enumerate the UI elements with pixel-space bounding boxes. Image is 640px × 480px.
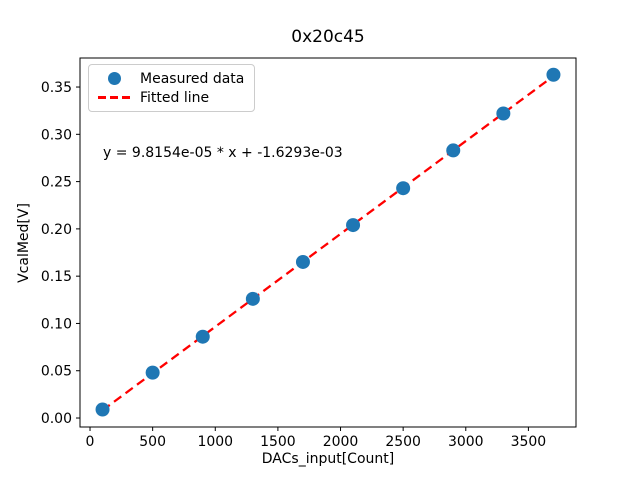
dashed-line-icon [97,96,131,99]
x-tick-label: 1500 [260,434,296,450]
fitted-line [101,75,555,412]
y-tick-label: 0.10 [41,316,72,332]
y-tick-label: 0.30 [41,127,72,143]
data-point [446,143,461,158]
legend-handle [97,72,131,85]
fit-equation-annotation: y = 9.8154e-05 * x + -1.6293e-03 [103,145,343,161]
data-point [396,181,411,196]
data-point [245,291,260,306]
x-tick-label: 0 [86,434,95,450]
dash-segment [98,96,106,99]
data-point [195,329,210,344]
y-tick-label: 0.25 [41,175,72,191]
x-tick-label: 500 [139,434,166,450]
data-point [145,365,160,380]
dash-segment [122,96,130,99]
legend-handle [97,96,131,99]
x-tick-label: 3500 [511,434,547,450]
legend: Measured data Fitted line [88,64,256,112]
x-tick-label: 2000 [323,434,359,450]
dash-segment [110,96,118,99]
y-tick-label: 0.05 [41,364,72,380]
x-axis-label: DACs_input[Count] [261,451,395,467]
chart-title: 0x20c45 [291,27,365,47]
data-point [546,67,561,82]
x-tick-label: 1000 [197,434,233,450]
y-tick-label: 0.20 [41,222,72,238]
y-tick-label: 0.35 [41,80,72,96]
legend-label-fitted-line: Fitted line [140,89,210,106]
y-tick-label: 0.00 [41,411,72,427]
legend-label-measured-data: Measured data [140,70,245,87]
axes-frame [79,57,577,428]
legend-entry-measured-data: Measured data [97,69,244,88]
data-point [346,218,361,233]
data-point [295,254,310,269]
x-tick-label: 3000 [448,434,484,450]
x-tick-label: 2500 [385,434,421,450]
y-axis-label: VcalMed[V] [16,203,32,283]
data-point [95,402,110,417]
scatter-marker-icon [107,72,121,85]
y-tick-label: 0.15 [41,269,72,285]
legend-entry-fitted-line: Fitted line [97,88,244,107]
data-point [496,106,511,121]
